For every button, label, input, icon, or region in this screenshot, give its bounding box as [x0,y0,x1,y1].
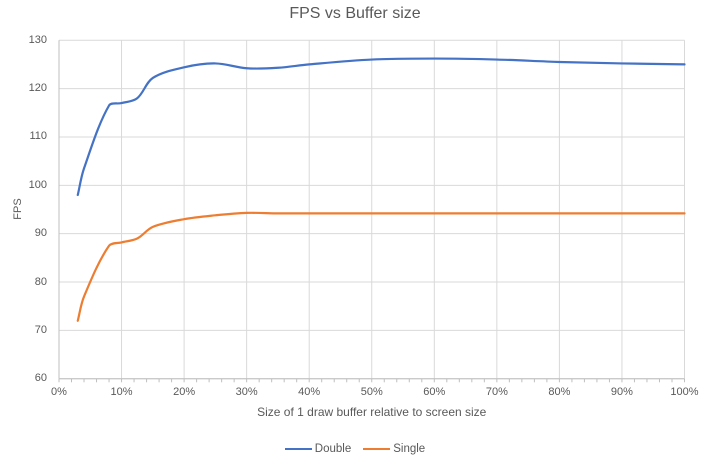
legend-item-double: Double [284,443,352,455]
y-axis-title: FPS [12,197,24,220]
legend-label: Single [393,443,426,455]
y-tick-label: 110 [29,130,47,143]
y-tick-label: 120 [28,82,47,95]
x-tick-label: 80% [548,386,571,398]
legend-line-swatch [284,448,312,450]
x-tick-label: 90% [610,386,633,398]
legend-line-swatch [363,448,391,450]
y-tick-label: 60 [34,372,47,385]
legend-label: Double [314,443,352,455]
y-tick-label: 90 [34,227,47,240]
x-tick-label: 30% [235,386,258,398]
chart-title: FPS vs Buffer size [289,5,421,22]
legend: Double Single [0,443,710,455]
series-line-double [76,57,686,197]
x-tick-label: 70% [485,386,508,398]
x-tick-label: 10% [110,386,133,398]
y-tick-label: 80 [34,275,47,288]
x-tick-label: 0% [51,386,67,398]
y-tick-label: 130 [28,33,47,46]
x-axis-title: Size of 1 draw buffer relative to screen… [257,405,487,419]
x-tick-label: 60% [423,386,446,398]
y-tick-label: 70 [34,323,47,336]
x-tick-label: 50% [360,386,383,398]
legend-item-single: Single [363,443,425,455]
series-line-single [76,211,686,322]
x-tick-label: 100% [670,386,699,398]
y-tick-label: 100 [28,178,47,191]
x-tick-label: 40% [298,386,321,398]
x-tick-label: 20% [173,386,196,398]
